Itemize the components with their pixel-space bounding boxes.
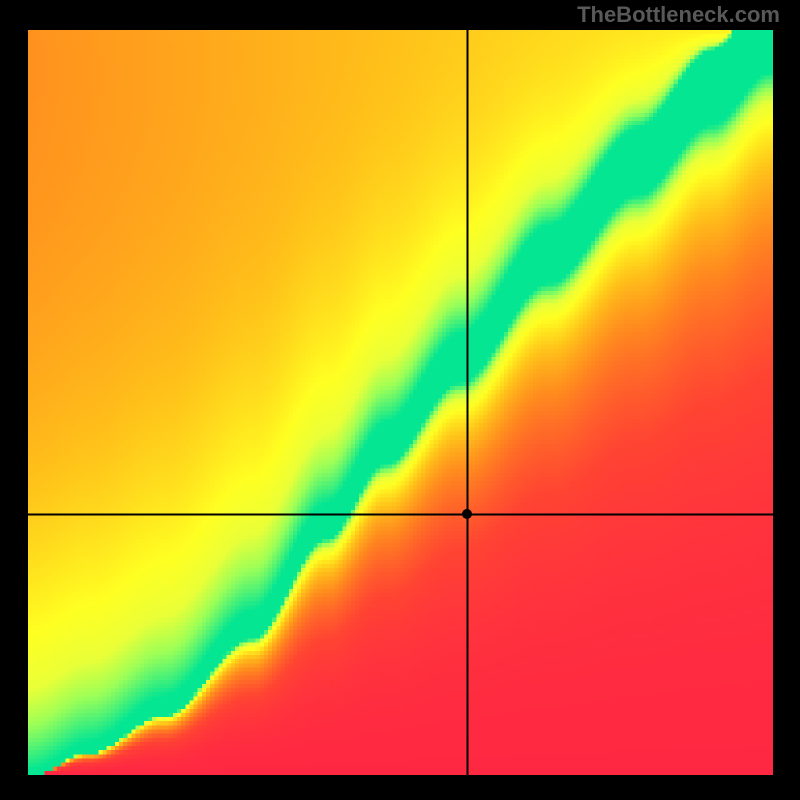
watermark-text: TheBottleneck.com — [577, 2, 780, 28]
crosshair-overlay — [0, 0, 800, 800]
chart-frame: TheBottleneck.com — [0, 0, 800, 800]
